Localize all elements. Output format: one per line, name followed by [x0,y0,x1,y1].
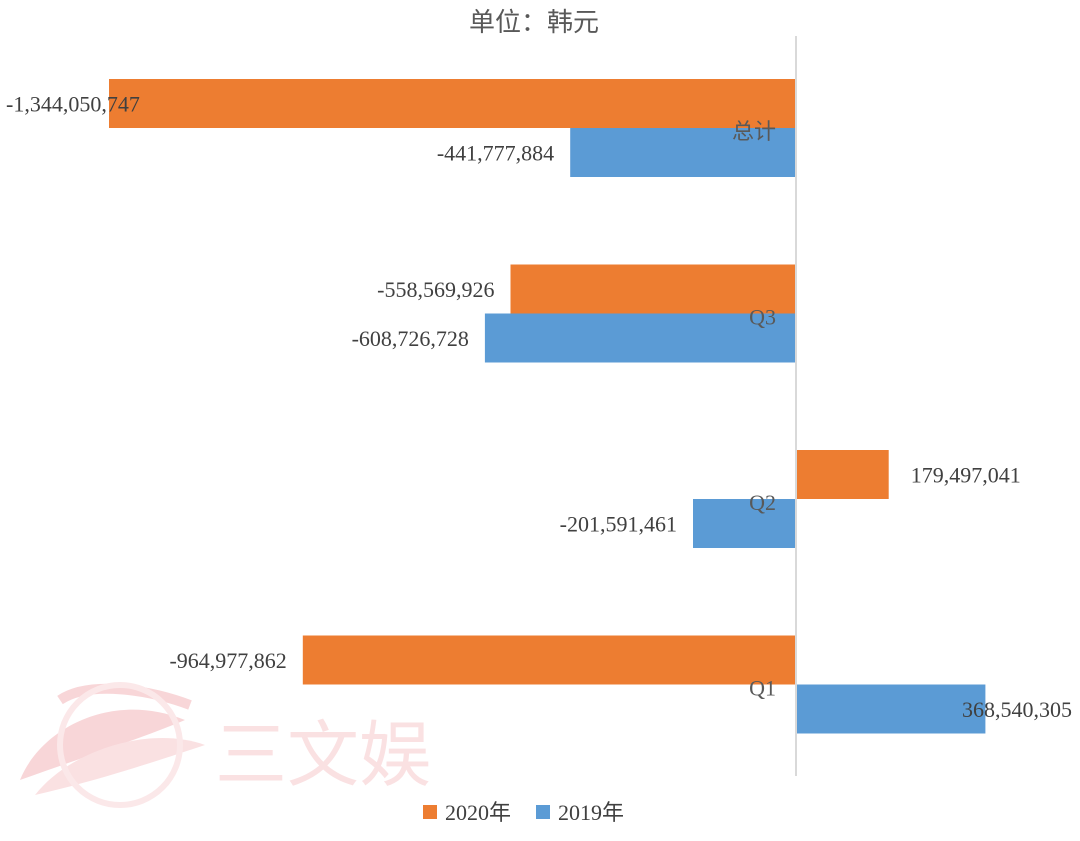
watermark: 三文娱 [20,682,431,808]
legend-swatch-2019 [536,805,550,819]
bar-2019-2 [484,313,796,363]
bar-2020-3 [797,450,889,499]
bar-2019-1 [570,128,796,177]
category-labels: 总计 Q3 Q2 Q1 [732,120,776,701]
bar-2019-4 [797,684,986,734]
bar-2019-3 [693,499,796,548]
bar-2020-4 [302,635,796,685]
legend-label-2019: 2019年 [558,800,624,825]
data-label-2019-2: -608,726,728 [352,326,469,351]
bar-2020-1 [109,79,796,128]
data-label-2020-3: 179,497,041 [911,463,1021,488]
data-labels: -1,344,050,747 -441,777,884 -558,569,926 -6… [6,92,1072,723]
data-label-2019-1: -441,777,884 [437,141,554,166]
category-label-4: Q1 [749,676,776,701]
data-label-2020-4: -964,977,862 [169,648,286,673]
watermark-text: 三文娱 [215,713,431,797]
legend-label-2020: 2020年 [445,800,511,825]
chart-title: 单位：韩元 [469,8,599,38]
category-label-3: Q2 [749,490,776,515]
legend-swatch-2020 [423,805,437,819]
bars-layer [109,79,986,734]
legend: 2020年 2019年 [423,800,624,825]
data-label-2020-1: -1,344,050,747 [6,92,140,117]
data-label-2020-2: -558,569,926 [377,277,494,302]
category-label-1: 总计 [732,120,776,145]
bar-2020-2 [510,264,796,314]
category-label-2: Q3 [749,305,776,330]
data-label-2019-4: 368,540,305 [962,697,1072,722]
data-label-2019-3: -201,591,461 [560,512,677,537]
watermark-logo-icon [20,682,205,808]
